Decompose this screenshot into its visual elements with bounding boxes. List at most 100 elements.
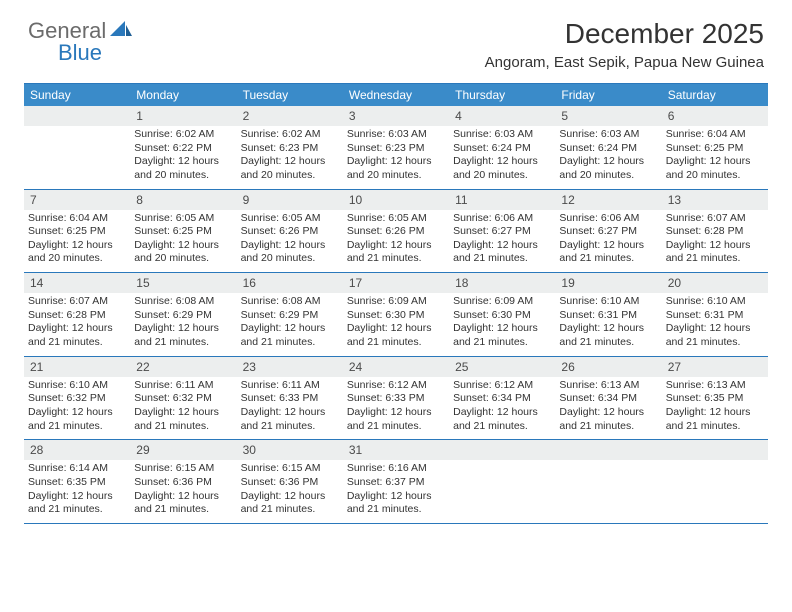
sunset-text: Sunset: 6:33 PM — [347, 392, 445, 406]
day-body: Sunrise: 6:07 AMSunset: 6:28 PMDaylight:… — [662, 210, 768, 267]
day-body: Sunrise: 6:15 AMSunset: 6:36 PMDaylight:… — [130, 460, 236, 517]
day-body: Sunrise: 6:03 AMSunset: 6:23 PMDaylight:… — [343, 126, 449, 183]
sunrise-text: Sunrise: 6:07 AM — [28, 295, 126, 309]
sunrise-text: Sunrise: 6:10 AM — [559, 295, 657, 309]
sunrise-text: Sunrise: 6:05 AM — [347, 212, 445, 226]
week-row: 28 Sunrise: 6:14 AMSunset: 6:35 PM Dayligh… — [24, 440, 768, 524]
day-number: 13 — [662, 190, 768, 210]
daylight-text: Daylight: 12 hours and 20 minutes. — [241, 239, 339, 266]
day-cell: 30Sunrise: 6:15 AMSunset: 6:36 PMDayligh… — [237, 440, 343, 523]
daylight-text: Daylight: 12 hours and 21 minutes. — [134, 490, 232, 517]
dow-header-cell: Tuesday — [237, 84, 343, 106]
sunset-text: Sunset: 6:32 PM — [134, 392, 232, 406]
day-cell: 18Sunrise: 6:09 AMSunset: 6:30 PMDayligh… — [449, 273, 555, 356]
day-cell: 10Sunrise: 6:05 AMSunset: 6:26 PMDayligh… — [343, 190, 449, 273]
sunset-text: Sunset: 6:28 PM — [28, 309, 126, 323]
daylight-text: Daylight: 12 hours and 21 minutes. — [241, 322, 339, 349]
sunset-text: Sunset: 6:27 PM — [453, 225, 551, 239]
day-number: 3 — [343, 106, 449, 126]
day-number: 28 — [24, 440, 130, 460]
day-number: 25 — [449, 357, 555, 377]
dow-header-cell: Sunday — [24, 84, 130, 106]
day-number: 19 — [555, 273, 661, 293]
sunrise-text: Sunrise: 6:08 AM — [134, 295, 232, 309]
day-cell: 17Sunrise: 6:09 AMSunset: 6:30 PMDayligh… — [343, 273, 449, 356]
day-cell: 4Sunrise: 6:03 AMSunset: 6:24 PMDaylight… — [449, 106, 555, 189]
sunset-text: Sunset: 6:32 PM — [28, 392, 126, 406]
day-body: Sunrise: 6:06 AMSunset: 6:27 PMDaylight:… — [449, 210, 555, 267]
sunrise-text: Sunrise: 6:15 AM — [134, 462, 232, 476]
sunrise-text: Sunrise: 6:05 AM — [134, 212, 232, 226]
sunset-text: Sunset: 6:34 PM — [453, 392, 551, 406]
daylight-text: Daylight: 12 hours and 20 minutes. — [347, 155, 445, 182]
day-body: Sunrise: 6:02 AMSunset: 6:23 PMDaylight:… — [237, 126, 343, 183]
daylight-text: Daylight: 12 hours and 21 minutes. — [666, 239, 764, 266]
daylight-text: Daylight: 12 hours and 20 minutes. — [559, 155, 657, 182]
dow-header-cell: Wednesday — [343, 84, 449, 106]
sunset-text: Sunset: 6:34 PM — [559, 392, 657, 406]
day-body: Sunrise: 6:09 AMSunset: 6:30 PMDaylight:… — [449, 293, 555, 350]
day-cell: 2Sunrise: 6:02 AMSunset: 6:23 PMDaylight… — [237, 106, 343, 189]
day-number: 26 — [555, 357, 661, 377]
daylight-text: Daylight: 12 hours and 20 minutes. — [666, 155, 764, 182]
daylight-text: Daylight: 12 hours and 20 minutes. — [453, 155, 551, 182]
sunrise-text: Sunrise: 6:16 AM — [347, 462, 445, 476]
day-cell: 1Sunrise: 6:02 AMSunset: 6:22 PMDaylight… — [130, 106, 236, 189]
sunrise-text: Sunrise: 6:09 AM — [347, 295, 445, 309]
day-body: Sunrise: 6:05 AMSunset: 6:26 PMDaylight:… — [343, 210, 449, 267]
day-number — [662, 440, 768, 460]
day-number: 10 — [343, 190, 449, 210]
day-cell: 13Sunrise: 6:07 AMSunset: 6:28 PMDayligh… — [662, 190, 768, 273]
sunrise-text: Sunrise: 6:03 AM — [347, 128, 445, 142]
day-cell — [662, 440, 768, 523]
day-cell: 27Sunrise: 6:13 AMSunset: 6:35 PMDayligh… — [662, 357, 768, 440]
day-cell — [555, 440, 661, 523]
sunset-text: Sunset: 6:23 PM — [347, 142, 445, 156]
day-cell: 7Sunrise: 6:04 AMSunset: 6:25 PMDaylight… — [24, 190, 130, 273]
day-cell: 9Sunrise: 6:05 AMSunset: 6:26 PMDaylight… — [237, 190, 343, 273]
day-cell — [449, 440, 555, 523]
day-body: Sunrise: 6:13 AMSunset: 6:35 PMDaylight:… — [662, 377, 768, 434]
dow-header-row: SundayMondayTuesdayWednesdayThursdayFrid… — [24, 84, 768, 106]
day-cell: 20Sunrise: 6:10 AMSunset: 6:31 PMDayligh… — [662, 273, 768, 356]
day-body: Sunrise: 6:03 AMSunset: 6:24 PMDaylight:… — [449, 126, 555, 183]
day-number: 18 — [449, 273, 555, 293]
sunset-text: Sunset: 6:36 PM — [134, 476, 232, 490]
day-number: 8 — [130, 190, 236, 210]
day-number: 16 — [237, 273, 343, 293]
daylight-text: Daylight: 12 hours and 21 minutes. — [347, 490, 445, 517]
dow-header-cell: Friday — [555, 84, 661, 106]
sunset-text: Sunset: 6:24 PM — [559, 142, 657, 156]
daylight-text: Daylight: 12 hours and 21 minutes. — [666, 406, 764, 433]
sunrise-text: Sunrise: 6:02 AM — [134, 128, 232, 142]
day-number: 24 — [343, 357, 449, 377]
day-cell: 16Sunrise: 6:08 AMSunset: 6:29 PMDayligh… — [237, 273, 343, 356]
day-cell: 29Sunrise: 6:15 AMSunset: 6:36 PMDayligh… — [130, 440, 236, 523]
sunrise-text: Sunrise: 6:04 AM — [28, 212, 126, 226]
day-body: Sunrise: 6:11 AMSunset: 6:33 PMDaylight:… — [237, 377, 343, 434]
daylight-text: Daylight: 12 hours and 21 minutes. — [453, 322, 551, 349]
day-body: Sunrise: 6:09 AMSunset: 6:30 PMDaylight:… — [343, 293, 449, 350]
sunrise-text: Sunrise: 6:12 AM — [453, 379, 551, 393]
day-cell: 3Sunrise: 6:03 AMSunset: 6:23 PMDaylight… — [343, 106, 449, 189]
sunset-text: Sunset: 6:29 PM — [241, 309, 339, 323]
day-number: 4 — [449, 106, 555, 126]
logo-sail-icon — [110, 19, 132, 44]
day-body: Sunrise: 6:10 AMSunset: 6:31 PMDaylight:… — [555, 293, 661, 350]
sunrise-text: Sunrise: 6:15 AM — [241, 462, 339, 476]
day-number: 30 — [237, 440, 343, 460]
day-number: 29 — [130, 440, 236, 460]
day-body: Sunrise: 6:02 AMSunset: 6:22 PMDaylight:… — [130, 126, 236, 183]
sunset-text: Sunset: 6:35 PM — [28, 476, 126, 490]
sunrise-text: Sunrise: 6:04 AM — [666, 128, 764, 142]
day-body: Sunrise: 6:08 AMSunset: 6:29 PMDaylight:… — [130, 293, 236, 350]
day-body: Sunrise: 6:16 AMSunset: 6:37 PMDaylight:… — [343, 460, 449, 517]
daylight-text: Daylight: 12 hours and 20 minutes. — [134, 155, 232, 182]
sunset-text: Sunset: 6:28 PM — [666, 225, 764, 239]
day-cell: 6Sunrise: 6:04 AMSunset: 6:25 PMDaylight… — [662, 106, 768, 189]
daylight-text: Daylight: 12 hours and 21 minutes. — [559, 239, 657, 266]
sunset-text: Sunset: 6:23 PM — [241, 142, 339, 156]
sunrise-text: Sunrise: 6:07 AM — [666, 212, 764, 226]
day-body: Sunrise: 6:12 AMSunset: 6:34 PMDaylight:… — [449, 377, 555, 434]
sunrise-text: Sunrise: 6:14 AM — [28, 462, 126, 476]
